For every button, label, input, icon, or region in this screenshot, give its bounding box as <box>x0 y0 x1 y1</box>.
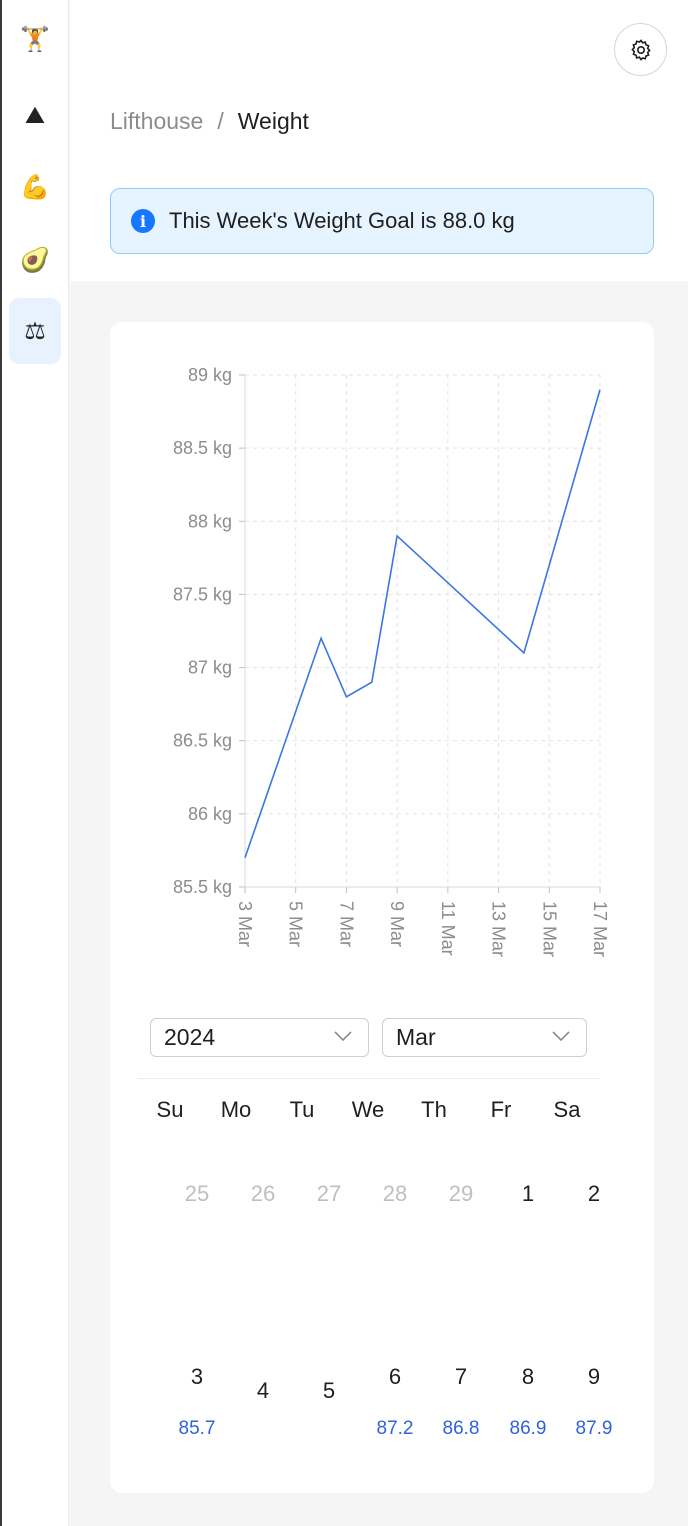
calendar-day[interactable]: 26 <box>250 1181 276 1206</box>
window-edge <box>0 0 2 1526</box>
calendar-day[interactable]: 4 <box>256 1378 270 1403</box>
y-tick-label: 88.5 kg <box>173 438 232 458</box>
weight-series-line <box>244 389 601 858</box>
weekday-header: Sa <box>553 1097 581 1122</box>
gear-icon <box>630 38 651 61</box>
flexed-biceps-icon: 💪 <box>20 173 50 201</box>
sidebar: 🏋 ⛰ 💪 🥑 ⚖ <box>2 0 69 1526</box>
calendar-day-weight: 85.7 <box>178 1418 216 1439</box>
year-select[interactable]: 2024 <box>150 1018 369 1057</box>
month-select[interactable]: Mar <box>382 1018 587 1057</box>
breadcrumb: Lifthouse / Weight <box>110 108 309 135</box>
y-tick-label: 87.5 kg <box>173 584 232 604</box>
x-tick-label: 15 Mar <box>539 901 559 957</box>
x-tick-label: 11 Mar <box>438 901 458 956</box>
calendar-day[interactable]: 3 <box>190 1364 204 1389</box>
calendar-day-weight: 86.9 <box>509 1418 547 1439</box>
weekday-header: Tu <box>289 1097 315 1122</box>
x-tick-label: 7 Mar <box>336 901 356 947</box>
sidebar-item-avocado[interactable]: 🥑 <box>9 227 61 293</box>
weekday-header: Mo <box>220 1097 252 1122</box>
sidebar-item-flexed-biceps[interactable]: 💪 <box>9 154 61 220</box>
weekday-header: Th <box>421 1097 447 1122</box>
calendar-day-weight: 87.9 <box>575 1418 613 1439</box>
weekday-header: We <box>351 1097 385 1122</box>
calendar-day[interactable]: 5 <box>322 1378 336 1403</box>
calendar-day[interactable]: 1 <box>521 1181 535 1206</box>
y-tick-label: 89 kg <box>188 365 232 385</box>
calendar-day[interactable]: 28 <box>382 1181 408 1206</box>
calendar-day-weight: 86.8 <box>442 1418 480 1439</box>
weightlifter-icon: 🏋 <box>20 25 50 53</box>
calendar-day[interactable]: 2 <box>587 1181 601 1206</box>
settings-button[interactable] <box>614 23 667 76</box>
calendar-day-weight: 87.2 <box>376 1418 414 1439</box>
sidebar-item-balance-scale[interactable]: ⚖ <box>9 298 61 364</box>
weight-goal-alert: i This Week's Weight Goal is 88.0 kg <box>110 188 654 254</box>
breadcrumb-root-link[interactable]: Lifthouse <box>110 108 204 134</box>
y-tick-label: 85.5 kg <box>173 877 232 897</box>
calendar-day[interactable]: 27 <box>316 1181 342 1206</box>
info-icon: i <box>131 209 155 233</box>
weekday-header: Su <box>156 1097 184 1122</box>
y-tick-label: 88 kg <box>188 511 232 531</box>
sidebar-item-mountain[interactable]: ⛰ <box>9 82 61 148</box>
weight-goal-text: This Week's Weight Goal is 88.0 kg <box>169 208 515 233</box>
chevron-down-icon <box>334 1031 352 1042</box>
year-select-value: 2024 <box>164 1024 216 1050</box>
x-tick-label: 5 Mar <box>286 901 306 947</box>
breadcrumb-current: Weight <box>237 108 309 134</box>
breadcrumb-separator: / <box>217 108 224 134</box>
y-tick-label: 87 kg <box>188 658 232 678</box>
y-tick-label: 86.5 kg <box>173 731 232 751</box>
y-tick-label: 86 kg <box>188 804 232 824</box>
calendar-day[interactable]: 29 <box>448 1181 474 1206</box>
calendar-divider <box>138 1078 600 1079</box>
avocado-icon: 🥑 <box>20 246 50 274</box>
x-tick-label: 17 Mar <box>590 901 610 957</box>
calendar-day[interactable]: 25 <box>184 1181 210 1206</box>
calendar-day[interactable]: 8 <box>521 1364 535 1389</box>
calendar-day[interactable]: 7 <box>454 1364 468 1389</box>
weekday-header: Fr <box>490 1097 512 1122</box>
sidebar-item-weightlifter[interactable]: 🏋 <box>9 6 61 72</box>
weight-line-chart: 85.5 kg 86 kg 86.5 kg 87 kg 87.5 kg 88 kg 88.5… <box>173 365 610 957</box>
chevron-down-icon <box>552 1031 570 1042</box>
mountain-icon: ⛰ <box>24 101 46 129</box>
calendar-day[interactable]: 9 <box>587 1364 601 1389</box>
calendar-day[interactable]: 6 <box>388 1364 402 1389</box>
x-tick-label: 3 Mar <box>235 901 255 947</box>
month-select-value: Mar <box>396 1024 436 1050</box>
x-tick-label: 13 Mar <box>489 901 509 957</box>
balance-scale-icon: ⚖ <box>24 317 46 345</box>
x-tick-label: 9 Mar <box>387 901 407 947</box>
